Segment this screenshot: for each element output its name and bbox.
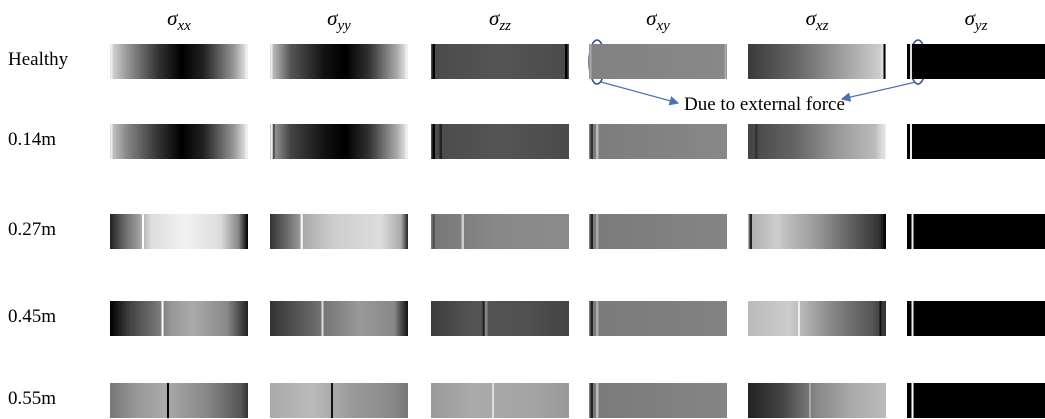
subscript: zz: [499, 18, 512, 35]
subscript: xx: [177, 18, 191, 35]
column-header: σxy: [588, 6, 728, 35]
stress-strip: [748, 124, 886, 159]
stress-strip: [110, 301, 248, 336]
row-label: Healthy: [8, 49, 69, 70]
symbol: σ: [167, 6, 178, 30]
stress-strip: [907, 301, 1045, 336]
stress-strip: [748, 214, 886, 249]
stress-strip: [431, 301, 569, 336]
subscript: yz: [974, 18, 988, 35]
stress-strip: [589, 383, 727, 418]
subscript: yy: [337, 18, 351, 35]
row-label: 0.14m: [8, 129, 57, 150]
stress-strip: [907, 44, 1045, 79]
arrow: [840, 81, 917, 102]
stress-strip: [431, 44, 569, 79]
stress-strip: [748, 383, 886, 418]
row-label: 0.45m: [8, 306, 57, 327]
stress-strip: [110, 383, 248, 418]
column-header: σzz: [430, 6, 570, 35]
symbol: σ: [805, 6, 816, 30]
symbol: σ: [488, 6, 500, 30]
stress-strip: [270, 214, 408, 249]
column-header: σyz: [906, 6, 1045, 35]
symbol: σ: [646, 6, 657, 30]
stress-strip: [748, 44, 886, 79]
stress-strip: [270, 44, 408, 79]
stress-strip: [431, 383, 569, 418]
stress-strip: [110, 214, 248, 249]
stress-strip: [431, 214, 569, 249]
column-header: σxz: [747, 6, 887, 35]
stress-strip: [907, 124, 1045, 159]
arrow: [600, 81, 680, 106]
stress-strip: [270, 383, 408, 418]
stress-strip: [110, 124, 248, 159]
stress-strip: [270, 301, 408, 336]
subscript: xy: [656, 18, 670, 35]
stress-strip: [589, 214, 727, 249]
stress-strip: [589, 301, 727, 336]
stress-strip: [748, 301, 886, 336]
stress-strip: [589, 44, 727, 79]
stress-strip: [907, 383, 1045, 418]
row-label: 0.27m: [8, 219, 57, 240]
row-label: 0.55m: [8, 388, 57, 409]
stress-strip: [431, 124, 569, 159]
annotation: Due to external force: [684, 94, 845, 115]
column-header: σxx: [109, 6, 249, 35]
symbol: σ: [327, 6, 338, 30]
stress-strip: [110, 44, 248, 79]
stress-strip: [270, 124, 408, 159]
symbol: σ: [964, 6, 975, 30]
subscript: xz: [815, 18, 829, 35]
column-header: σyy: [269, 6, 409, 35]
stress-strip: [589, 124, 727, 159]
stress-strip: [907, 214, 1045, 249]
